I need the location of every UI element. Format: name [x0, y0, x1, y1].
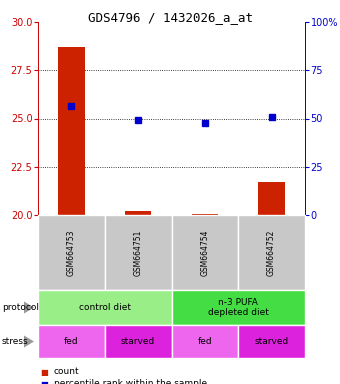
- Text: ■: ■: [40, 379, 48, 384]
- Text: count: count: [54, 367, 80, 376]
- Text: GSM664751: GSM664751: [134, 229, 142, 276]
- Bar: [258, 182, 285, 215]
- Text: ■: ■: [40, 367, 48, 376]
- Bar: [125, 211, 152, 215]
- Text: n-3 PUFA
depleted diet: n-3 PUFA depleted diet: [208, 298, 269, 317]
- Text: fed: fed: [64, 337, 79, 346]
- Text: protocol: protocol: [2, 303, 39, 312]
- Text: stress: stress: [2, 337, 29, 346]
- Text: GSM664752: GSM664752: [267, 229, 276, 276]
- Text: starved: starved: [121, 337, 155, 346]
- Text: GDS4796 / 1432026_a_at: GDS4796 / 1432026_a_at: [87, 11, 253, 24]
- Text: fed: fed: [198, 337, 212, 346]
- Text: starved: starved: [255, 337, 289, 346]
- Bar: [191, 214, 218, 215]
- Polygon shape: [24, 301, 34, 313]
- Text: percentile rank within the sample: percentile rank within the sample: [54, 379, 207, 384]
- Text: GSM664754: GSM664754: [200, 229, 209, 276]
- Bar: [58, 47, 85, 215]
- Text: control diet: control diet: [79, 303, 131, 312]
- Polygon shape: [24, 336, 34, 348]
- Text: GSM664753: GSM664753: [67, 229, 76, 276]
